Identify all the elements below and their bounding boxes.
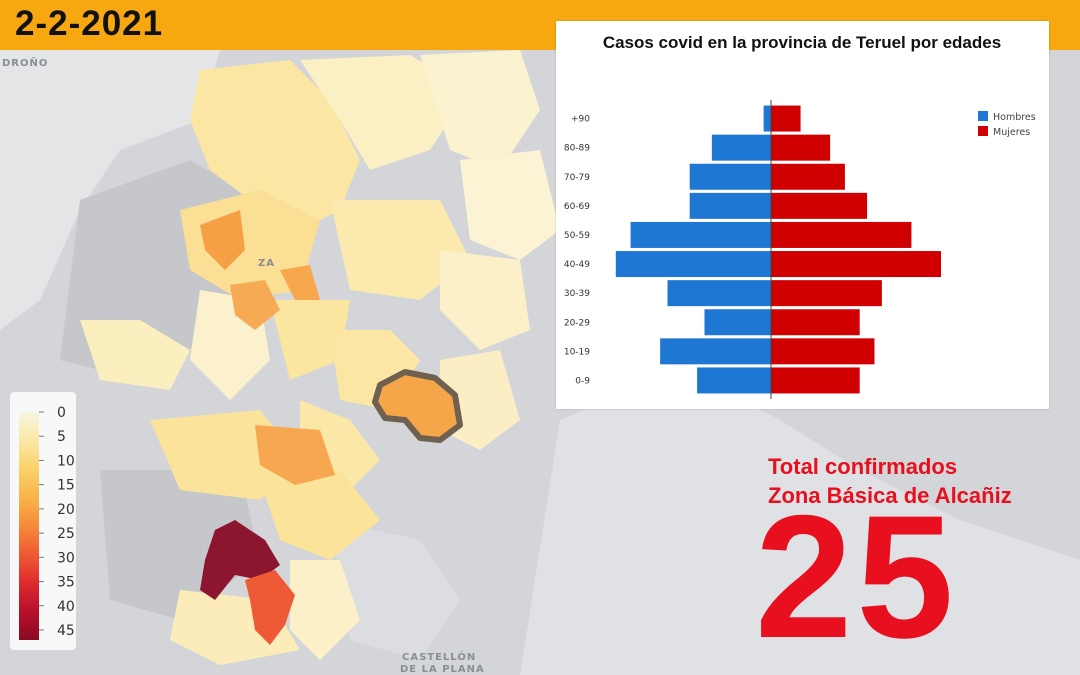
bar-hombres xyxy=(630,221,771,248)
legend-tick-label: 40 xyxy=(57,599,75,615)
map-label-place: CASTELLÓN xyxy=(402,650,476,663)
map-region xyxy=(200,210,245,270)
map-region-alcaniz[interactable] xyxy=(372,369,463,443)
total-label: Total confirmados Zona Básica de Alcañiz xyxy=(768,452,1012,510)
legend-scale: 0 5 10 15 20 25 30 35 40 45 xyxy=(19,405,75,640)
legend-tick-label: 30 xyxy=(57,550,75,566)
bar-hombres xyxy=(763,105,771,132)
map-region xyxy=(440,250,530,350)
legend-tick-label: 15 xyxy=(57,478,75,494)
total-value: 25 xyxy=(755,480,958,675)
bar-mujeres xyxy=(771,221,912,248)
total-label-line1: Total confirmados xyxy=(768,454,958,479)
bar-hombres xyxy=(667,280,771,307)
map-region xyxy=(330,200,470,300)
chart-svg: Casos covid en la provincia de Teruel po… xyxy=(564,33,1036,399)
legend-gradient xyxy=(19,412,39,640)
y-tick-label: 10-19 xyxy=(564,347,590,357)
y-tick-label: 0-9 xyxy=(575,376,590,386)
map-region xyxy=(80,320,190,390)
legend-label: Hombres xyxy=(993,112,1036,123)
y-tick-label: 40-49 xyxy=(564,260,590,270)
chart-title: Casos covid en la provincia de Teruel po… xyxy=(603,33,1001,52)
bar-mujeres xyxy=(771,105,801,132)
map-region xyxy=(460,150,560,260)
map-region xyxy=(270,300,350,380)
y-tick-label: 50-59 xyxy=(564,231,590,241)
map-label-place: ZA xyxy=(258,258,275,269)
map-region xyxy=(290,560,360,660)
map-region xyxy=(190,60,360,230)
age-pyramid-chart: Casos covid en la provincia de Teruel po… xyxy=(556,21,1049,409)
bar-mujeres xyxy=(771,367,860,394)
map-region xyxy=(260,470,380,560)
y-tick-label: 20-29 xyxy=(564,318,590,328)
bar-mujeres xyxy=(771,163,845,190)
legend-tick-label: 25 xyxy=(57,526,75,542)
bar-hombres xyxy=(704,309,771,336)
bar-hombres xyxy=(697,367,771,394)
map-region xyxy=(280,265,320,300)
map-region-gray xyxy=(330,520,460,660)
y-tick-label: 30-39 xyxy=(564,289,590,299)
total-label-line2: Zona Básica de Alcañiz xyxy=(768,483,1012,508)
map-label-place: DROÑO xyxy=(2,56,48,69)
bar-hombres xyxy=(689,192,771,219)
map-region xyxy=(255,425,335,485)
bar-hombres xyxy=(711,134,771,161)
bar-hombres xyxy=(689,163,771,190)
y-tick-label: +90 xyxy=(571,115,590,125)
date-title: 2-2-2021 xyxy=(15,4,164,43)
legend-tick-label: 45 xyxy=(57,623,75,639)
bar-mujeres xyxy=(771,338,875,365)
bar-mujeres xyxy=(771,192,868,219)
legend-tick-label: 10 xyxy=(57,453,75,469)
map-label-place: DE LA PLANA xyxy=(400,664,485,675)
map-region xyxy=(420,50,540,170)
chart-bars xyxy=(615,100,941,399)
y-tick-label: 70-79 xyxy=(564,173,590,183)
color-legend: 0 5 10 15 20 25 30 35 40 45 xyxy=(10,392,76,650)
chart-y-axis-labels: +90 80-89 70-79 60-69 50-59 40-49 30-39 20-29 10… xyxy=(564,115,590,387)
chart-legend: Hombres Mujeres xyxy=(978,111,1036,138)
legend-tick-label: 35 xyxy=(57,575,75,591)
y-tick-label: 60-69 xyxy=(564,202,590,212)
bar-mujeres xyxy=(771,309,860,336)
legend-swatch xyxy=(978,126,988,136)
legend-label: Mujeres xyxy=(993,127,1030,138)
y-tick-label: 80-89 xyxy=(564,144,590,154)
legend-tick-label: 5 xyxy=(57,429,66,445)
bar-mujeres xyxy=(771,280,882,307)
legend-tick-label: 20 xyxy=(57,502,75,518)
legend-swatch xyxy=(978,111,988,121)
legend-tick-label: 0 xyxy=(57,405,66,421)
map-region xyxy=(230,280,280,330)
bar-mujeres xyxy=(771,251,941,278)
bar-hombres xyxy=(615,251,771,278)
bar-mujeres xyxy=(771,134,831,161)
bar-hombres xyxy=(660,338,771,365)
map-region xyxy=(300,55,470,170)
map-region-high xyxy=(245,570,295,645)
